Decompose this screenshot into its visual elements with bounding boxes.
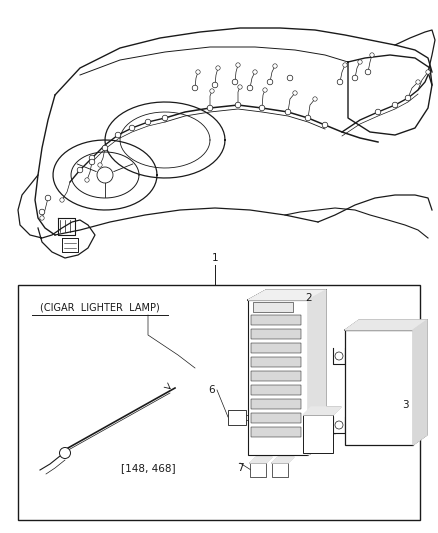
Circle shape [259,105,265,111]
Bar [345,330,413,445]
Polygon shape [308,290,326,455]
Text: 7: 7 [237,463,244,473]
Circle shape [89,159,95,165]
Circle shape [247,85,253,91]
Circle shape [40,216,44,220]
Text: [148, 468]: [148, 468] [121,463,175,473]
Circle shape [267,79,273,85]
Circle shape [273,64,277,68]
Circle shape [207,105,213,111]
Text: 6: 6 [208,385,215,395]
Circle shape [192,85,198,91]
Circle shape [335,421,343,429]
Bar [251,371,301,381]
Circle shape [196,70,200,74]
Circle shape [89,155,95,161]
Circle shape [285,109,291,115]
Bar [253,302,293,312]
Bar [251,427,301,437]
Text: 8: 8 [315,420,321,430]
Circle shape [365,69,371,75]
Circle shape [337,79,343,85]
Circle shape [426,70,430,74]
Circle shape [98,163,102,167]
Circle shape [235,102,241,108]
Circle shape [145,119,151,125]
Text: 2: 2 [305,293,311,303]
Bar [251,343,301,353]
Circle shape [102,145,108,151]
Circle shape [287,75,293,81]
Circle shape [305,115,311,121]
Circle shape [85,178,89,182]
Circle shape [263,88,267,92]
Circle shape [335,352,343,360]
Polygon shape [303,407,341,415]
Text: 1: 1 [212,253,218,263]
Text: (CIGAR  LIGHTER  LAMP): (CIGAR LIGHTER LAMP) [40,303,160,313]
Bar [251,413,301,423]
Bar [251,357,301,367]
Bar [251,315,301,325]
Circle shape [358,60,362,64]
Circle shape [45,195,51,201]
Circle shape [238,85,242,89]
Circle shape [39,209,45,215]
Bar [251,385,301,395]
Text: 3: 3 [402,400,408,410]
Circle shape [322,122,328,128]
Polygon shape [248,290,326,300]
Polygon shape [250,457,272,463]
Circle shape [210,89,214,93]
Circle shape [216,66,220,70]
Bar [228,410,246,425]
Polygon shape [345,320,427,330]
Circle shape [253,70,257,74]
Circle shape [232,79,238,85]
Circle shape [375,109,381,115]
Circle shape [313,97,317,101]
Bar [272,463,288,477]
Circle shape [115,132,121,138]
Circle shape [77,167,83,173]
Circle shape [212,82,218,88]
Bar [18,285,420,520]
Circle shape [392,102,398,108]
Circle shape [405,95,411,101]
Polygon shape [272,457,294,463]
Circle shape [162,115,168,121]
Bar [248,300,308,455]
Circle shape [343,63,347,67]
Circle shape [370,53,374,57]
Circle shape [293,91,297,95]
Bar [250,463,266,477]
Polygon shape [413,320,427,445]
Circle shape [129,125,135,131]
Circle shape [60,448,71,458]
Bar [251,399,301,409]
Circle shape [236,63,240,67]
Circle shape [352,75,358,81]
Circle shape [60,198,64,202]
Circle shape [416,80,420,84]
Circle shape [97,167,113,183]
Bar [303,415,333,453]
Bar [251,329,301,339]
